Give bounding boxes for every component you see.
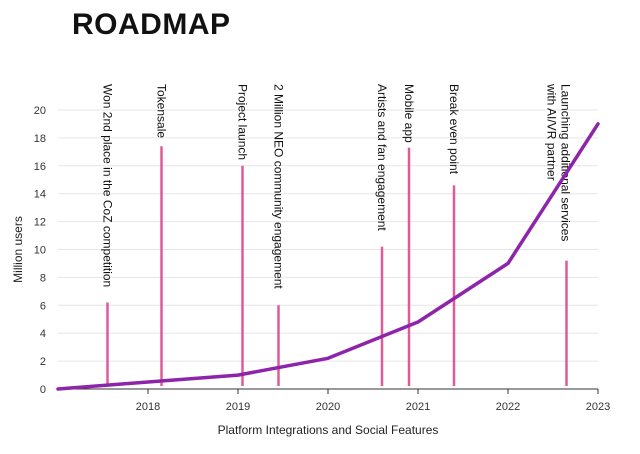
- milestone-label-8: Launching additional services: [559, 84, 573, 241]
- y-tick-label: 6: [40, 300, 46, 312]
- grid-lines: [58, 109, 598, 362]
- milestone-label-6: Mobile app: [402, 84, 416, 143]
- y-tick-label: 12: [34, 217, 46, 229]
- y-tick-label: 0: [40, 384, 46, 396]
- series-line: [56, 122, 600, 391]
- x-tick-label: 2022: [496, 401, 520, 413]
- milestone-label-7: Break even point: [447, 84, 461, 175]
- x-axis-label: Platform Integrations and Social Feature…: [218, 423, 439, 437]
- y-tick-label: 18: [34, 133, 46, 145]
- page-title: ROADMAP: [72, 8, 231, 41]
- y-tick-label: 4: [40, 328, 46, 340]
- y-tick-label: 16: [34, 161, 46, 173]
- y-tick-label: 20: [34, 105, 46, 117]
- milestone-label-8-line2: with AI/VR partner: [545, 83, 559, 181]
- x-tick-label: 2018: [136, 401, 160, 413]
- y-tick-label: 14: [34, 189, 46, 201]
- y-axis-label: Million users: [11, 216, 25, 283]
- milestone-label-4: 2 Million NEO community engagement: [272, 84, 286, 289]
- milestone-label-5: Artists and fan engagement: [375, 84, 389, 231]
- milestone-label-3: Project launch: [236, 84, 250, 160]
- x-axis-ticks: 2018 2019 2020 2021 2022 2023: [136, 389, 610, 413]
- milestone-label-1: Won 2nd place in the CoZ competition: [101, 84, 115, 287]
- milestones: Won 2nd place in the CoZ competition Toke…: [101, 83, 573, 386]
- y-tick-label: 8: [40, 272, 46, 284]
- x-tick-label: 2023: [586, 401, 610, 413]
- y-tick-label: 10: [34, 245, 46, 257]
- x-tick-label: 2019: [226, 401, 250, 413]
- y-axis-ticks: 0 2 4 6 8 10 12 14 16 18 20: [34, 105, 46, 396]
- y-tick-label: 2: [40, 356, 46, 368]
- x-tick-label: 2020: [316, 401, 340, 413]
- milestone-label-2: Tokensale: [155, 84, 169, 138]
- x-tick-label: 2021: [406, 401, 430, 413]
